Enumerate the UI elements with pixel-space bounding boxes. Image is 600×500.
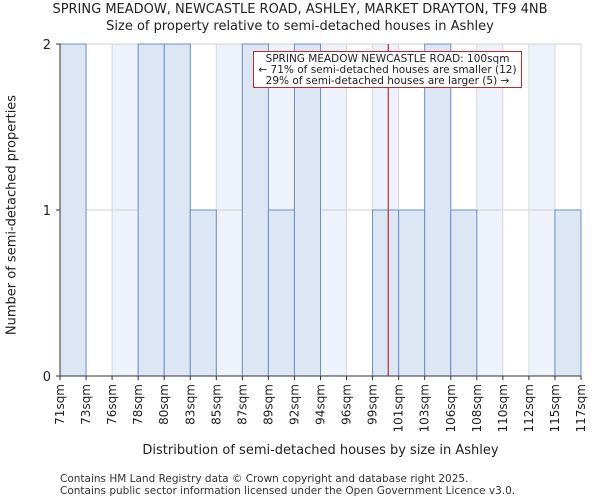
bar — [137, 43, 165, 377]
bar — [450, 209, 478, 377]
x-tick-label: 76sqm — [105, 384, 119, 425]
x-tick-label: 103sqm — [418, 384, 432, 432]
chart-title: SPRING MEADOW, NEWCASTLE ROAD, ASHLEY, M… — [52, 2, 548, 17]
footer-line-2: Contains public sector information licen… — [60, 485, 516, 497]
x-tick-label: 71sqm — [53, 384, 67, 425]
x-tick-label: 117sqm — [574, 384, 588, 432]
bar — [424, 43, 452, 377]
bar — [163, 43, 191, 377]
x-tick-label: 80sqm — [157, 384, 171, 425]
bar — [189, 209, 217, 377]
x-axis-label: Distribution of semi-detached houses by … — [142, 443, 499, 458]
marker-annotation: SPRING MEADOW NEWCASTLE ROAD: 100sqm ← 7… — [253, 51, 522, 88]
x-tick-label: 99sqm — [366, 384, 380, 425]
x-tick-label: 73sqm — [79, 384, 93, 425]
x-tick-label: 78sqm — [131, 384, 145, 425]
annotation-line-2: ← 71% of semi-detached houses are smalle… — [258, 64, 517, 76]
x-tick-label: 96sqm — [340, 384, 354, 425]
y-tick-label: 0 — [43, 370, 51, 385]
x-tick-label: 94sqm — [314, 384, 328, 425]
bar — [372, 209, 400, 377]
x-tick-label: 108sqm — [470, 384, 484, 432]
x-tick-label: 110sqm — [496, 384, 510, 432]
x-tick-label: 87sqm — [235, 384, 249, 425]
x-tick-label: 89sqm — [261, 384, 275, 425]
chart-subtitle: Size of property relative to semi-detach… — [106, 19, 494, 34]
x-tick-label: 115sqm — [548, 384, 562, 432]
annotation-line-1: SPRING MEADOW NEWCASTLE ROAD: 100sqm — [265, 53, 510, 65]
y-tick-label: 1 — [43, 204, 51, 219]
footer-line-1: Contains HM Land Registry data © Crown c… — [60, 473, 469, 485]
y-tick-label: 2 — [43, 38, 51, 53]
x-tick-label: 112sqm — [522, 384, 536, 432]
bar — [554, 209, 582, 377]
bar — [267, 209, 295, 377]
x-tick-label: 101sqm — [392, 384, 406, 432]
bar — [59, 43, 87, 377]
x-tick-label: 85sqm — [209, 384, 223, 425]
x-tick-label: 83sqm — [183, 384, 197, 425]
bar — [398, 209, 426, 377]
annotation-line-3: 29% of semi-detached houses are larger (… — [265, 75, 510, 87]
bar — [293, 43, 322, 377]
x-tick-label: 106sqm — [444, 384, 458, 432]
bar — [241, 43, 269, 377]
x-tick-label: 92sqm — [287, 384, 301, 425]
